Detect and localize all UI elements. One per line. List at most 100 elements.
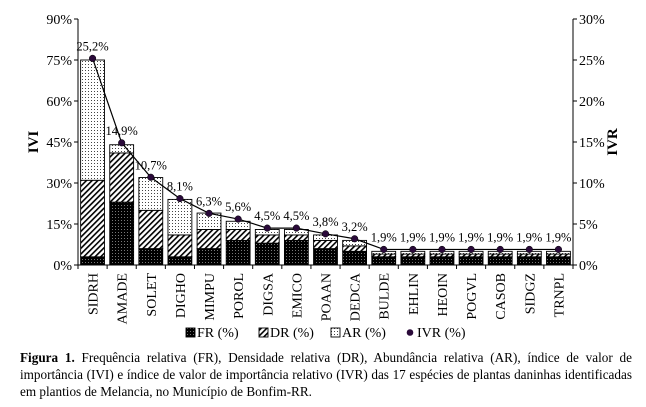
ivr-point: [525, 245, 533, 253]
caption-label: Figura 1.: [20, 350, 75, 365]
data-label: 5,6%: [225, 200, 251, 214]
legend-swatch: [258, 327, 269, 338]
ivr-point: [263, 224, 271, 232]
data-label: 3,8%: [312, 215, 338, 229]
data-label: 1,9%: [400, 230, 426, 244]
x-tick-label: SOLET: [145, 273, 160, 317]
x-tick-label: SIDRH: [87, 273, 102, 315]
data-label: 14,9%: [106, 124, 138, 138]
y-axis-title-left: IVI: [26, 131, 42, 154]
bar-segment-fr: [400, 256, 426, 266]
data-label: 4,5%: [254, 209, 280, 223]
ivr-point: [292, 224, 300, 232]
ivr-point: [89, 54, 97, 62]
ivr-point: [118, 139, 126, 147]
y-tick-label-right: 20%: [579, 95, 605, 110]
bar-segment-ar: [80, 59, 105, 181]
bar-segment-fr: [109, 201, 135, 266]
bar-segment-dr: [167, 234, 193, 258]
data-label: 6,3%: [196, 194, 222, 208]
x-tick-label: HEOIN: [436, 273, 451, 317]
legend: FR (%) DR (%) AR (%) IVR (%): [185, 326, 466, 341]
x-tick-label: DIGHO: [174, 273, 189, 318]
data-label: 25,2%: [76, 39, 108, 53]
y-tick-label-left: 90%: [46, 13, 72, 28]
bar-segment-fr: [254, 242, 280, 266]
bar-segment-fr: [458, 256, 484, 266]
legend-label: FR (%): [197, 326, 239, 341]
ivr-point: [176, 195, 184, 203]
bar-segment-fr: [429, 256, 455, 266]
x-tick-label: EHLIN: [407, 273, 422, 315]
data-label: 1,9%: [516, 230, 542, 244]
bar-segment-dr: [313, 239, 338, 250]
x-tick-label: MIMPU: [203, 273, 218, 320]
bar-segment-dr: [225, 229, 251, 241]
x-tick-label: SIDGZ: [523, 273, 538, 314]
data-label: 1,9%: [429, 230, 455, 244]
y-tick-label-right: 5%: [579, 218, 598, 233]
x-tick-label: DIGSA: [261, 272, 276, 316]
bar-segment-dr: [138, 209, 164, 250]
ivr-point: [205, 209, 213, 217]
y-tick-label-left: 15%: [46, 218, 72, 233]
legend-label: DR (%): [270, 326, 314, 341]
bar-segment-fr: [167, 256, 193, 266]
figure-caption: Figura 1. Frequência relativa (FR), Dens…: [20, 349, 632, 400]
ivr-point: [321, 230, 330, 238]
data-label: 1,9%: [371, 230, 397, 244]
x-tick-label: AMADE: [116, 273, 131, 324]
x-tick-label: POROL: [232, 273, 247, 319]
y-tick-label-left: 0%: [53, 259, 72, 274]
y-tick-label-right: 15%: [579, 136, 605, 151]
ivr-point: [554, 245, 562, 253]
bar-segment-fr: [516, 256, 542, 266]
y-tick-label-left: 60%: [46, 95, 72, 110]
bar-segment-dr: [342, 245, 368, 252]
y-tick-label-left: 30%: [46, 177, 72, 192]
x-tick-label: BULDE: [378, 273, 393, 320]
bar-segment-fr: [225, 239, 251, 266]
y-tick-label-left: 45%: [46, 136, 72, 151]
ivr-point: [234, 215, 242, 223]
chart: 0% 0% 15% 5% 30% 10% 45% 15% 60% 20% 75% 25% 90% 30% I…: [26, 13, 621, 341]
y-tick-label-right: 10%: [579, 177, 605, 192]
ivr-point: [409, 245, 417, 253]
ivr-point: [351, 235, 359, 243]
bar-segment-fr: [487, 256, 513, 266]
legend-swatch: [330, 327, 341, 338]
x-tick-label: EMICO: [290, 273, 305, 318]
axes: 0% 0% 15% 5% 30% 10% 45% 15% 60% 20% 75% 25% 90% 30% I…: [26, 13, 621, 274]
x-tick-label: DEDCA: [349, 272, 364, 321]
ivr-point: [380, 245, 388, 253]
bar-segment-dr: [196, 229, 222, 250]
bar-segment-fr: [283, 239, 309, 266]
bar-segment-fr: [138, 248, 164, 266]
bar-segment-fr: [313, 248, 338, 266]
bar-segment-dr: [283, 234, 309, 241]
y-axis-title-right: IVR: [605, 128, 621, 156]
data-label: 8,1%: [167, 180, 193, 194]
data-label: 1,9%: [545, 230, 571, 244]
y-tick-label-right: 30%: [579, 13, 605, 28]
bar-segment-fr: [546, 256, 571, 266]
bar-segment-dr: [109, 152, 135, 203]
x-tick-label: TRNPL: [552, 273, 567, 317]
y-tick-label-right: 25%: [579, 54, 605, 69]
bar-segment-fr: [342, 250, 368, 266]
bar-segment-ar: [167, 198, 193, 236]
bar-segment-fr: [80, 256, 105, 266]
labels: 25,2%14,9%10,7%8,1%6,3% 5,6%4,5% 4,5% 3,8% 3…: [76, 39, 571, 244]
bar-segment-fr: [371, 256, 397, 266]
ivr-point: [467, 245, 475, 253]
ivr-series: [89, 54, 562, 253]
legend-swatch: [185, 327, 196, 338]
data-label: 10,7%: [135, 158, 167, 172]
legend-label: AR (%): [342, 326, 386, 341]
y-tick-label-left: 75%: [46, 54, 72, 69]
x-tick-label: POGVL: [465, 273, 480, 320]
ivr-point: [496, 245, 504, 253]
bar-segment-ar: [138, 177, 164, 211]
caption-text: Frequência relativa (FR), Densidade rela…: [20, 350, 632, 399]
x-tick-label: CASOB: [494, 273, 509, 320]
